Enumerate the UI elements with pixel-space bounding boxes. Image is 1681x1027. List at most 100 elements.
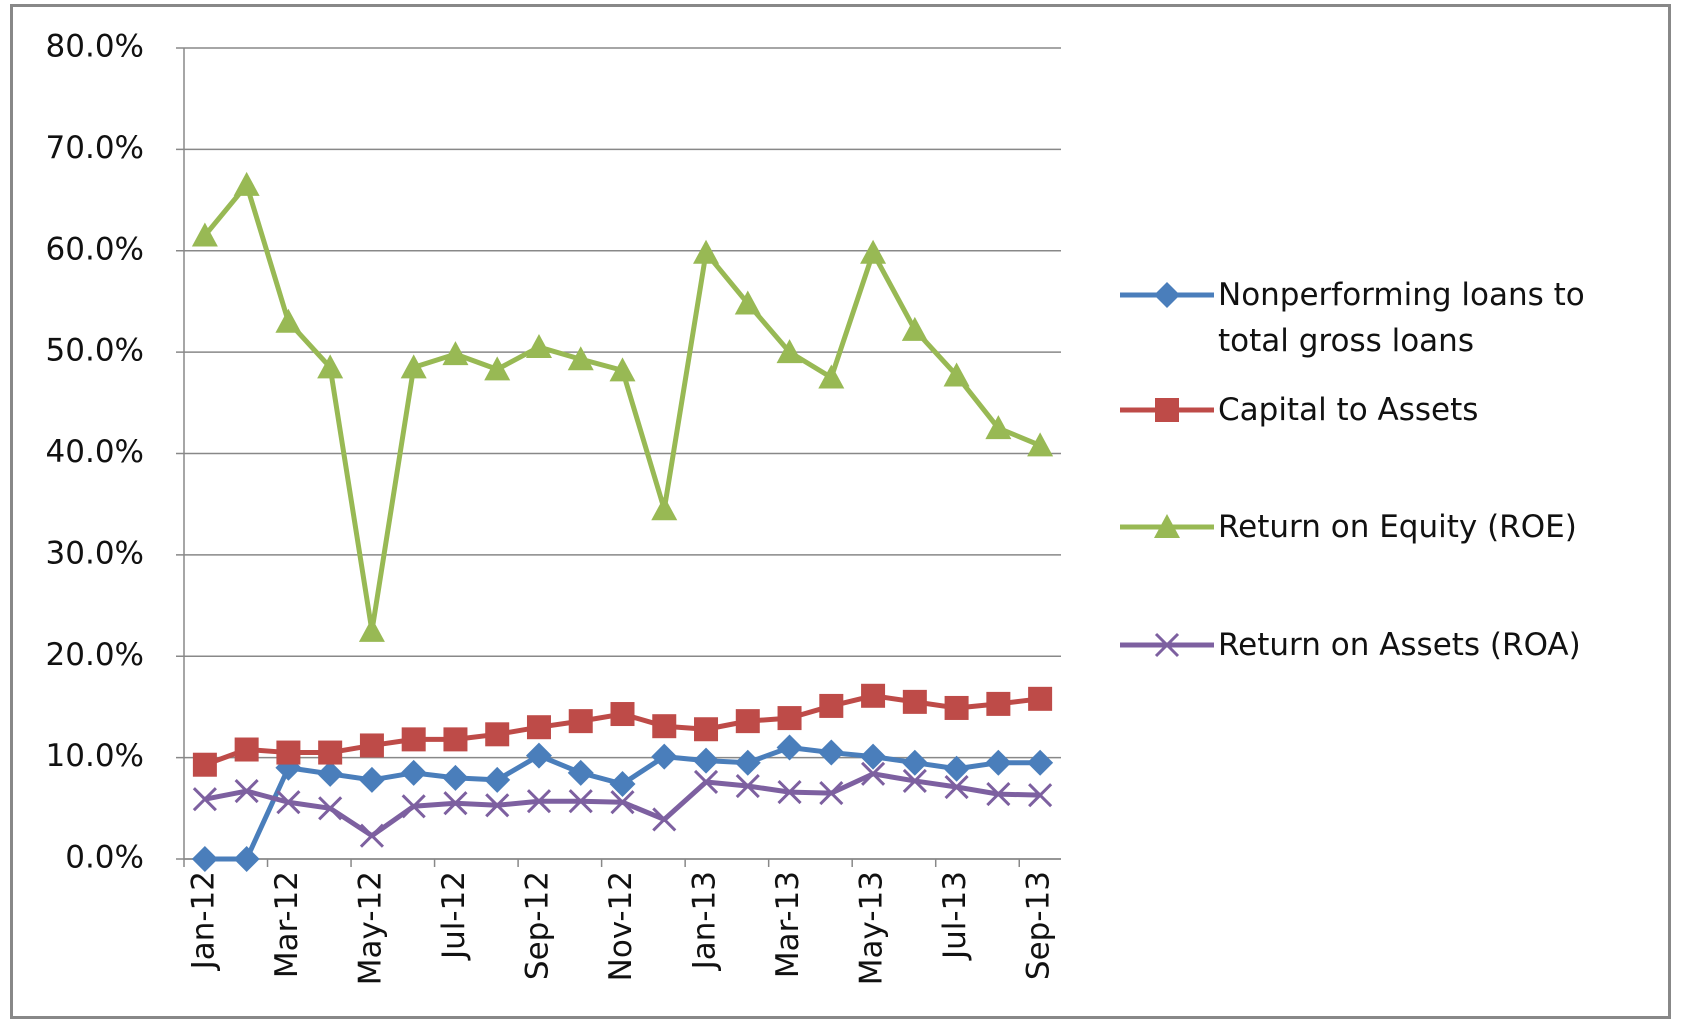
y-tick-label: 10.0%: [46, 738, 144, 774]
marker: [1028, 686, 1053, 711]
legend-item: Return on Equity (ROE): [1120, 509, 1638, 550]
x-tick-label: May-12: [352, 871, 388, 985]
marker: [1154, 282, 1180, 308]
x-tick-label: Jan-12: [185, 871, 221, 971]
marker: [861, 683, 886, 708]
marker: [442, 764, 469, 791]
marker: [1027, 432, 1054, 457]
y-tick-label: 80.0%: [46, 29, 144, 65]
legend-label: Capital to Assets: [1218, 392, 1479, 428]
marker: [525, 742, 552, 769]
legend-swatch: [1120, 282, 1214, 308]
legend-label: Return on Assets (ROA): [1218, 627, 1581, 663]
marker: [318, 796, 343, 821]
x-tick-label: Sep-13: [1021, 871, 1057, 980]
marker: [317, 354, 344, 379]
marker: [234, 779, 259, 804]
legend-label: Nonperforming loans to total gross loans: [1218, 277, 1585, 359]
marker: [525, 334, 552, 359]
marker: [1154, 632, 1180, 658]
marker: [901, 749, 928, 776]
chart-frame: [10, 4, 1671, 1019]
marker: [317, 760, 344, 787]
marker: [485, 722, 510, 747]
marker: [902, 768, 927, 794]
x-tick-label: Jul-13: [937, 871, 973, 961]
marker: [861, 761, 886, 786]
marker: [485, 793, 510, 818]
marker: [818, 739, 845, 766]
marker: [986, 691, 1011, 716]
marker: [944, 695, 969, 720]
marker: [651, 496, 678, 521]
marker: [1027, 749, 1054, 776]
legend-item: Return on Assets (ROA): [1120, 627, 1638, 668]
marker: [358, 766, 385, 793]
y-tick-label: 70.0%: [46, 130, 144, 166]
marker: [191, 846, 218, 872]
marker: [1154, 514, 1180, 538]
marker: [777, 706, 802, 731]
marker: [776, 339, 803, 364]
legend-item: Capital to Assets: [1120, 392, 1638, 433]
marker: [860, 239, 887, 264]
marker: [652, 807, 677, 832]
marker: [902, 689, 927, 714]
y-tick-label: 40.0%: [46, 434, 144, 470]
x-tick-label: May-13: [854, 871, 890, 985]
y-tick-label: 30.0%: [46, 535, 144, 571]
marker: [777, 780, 802, 805]
y-tick-label: 0.0%: [65, 840, 144, 876]
marker: [526, 789, 552, 814]
marker: [776, 734, 803, 761]
marker: [901, 316, 928, 341]
marker: [443, 791, 468, 816]
marker: [943, 362, 970, 387]
legend-label: Return on Equity (ROE): [1218, 509, 1577, 545]
marker: [318, 740, 343, 765]
x-tick-label: Jul-12: [436, 871, 472, 961]
marker: [276, 740, 301, 765]
marker: [651, 743, 678, 770]
marker: [610, 702, 635, 727]
marker: [192, 752, 217, 777]
marker: [484, 766, 511, 793]
marker: [693, 747, 720, 774]
marker: [233, 846, 260, 872]
marker: [359, 733, 384, 758]
y-tick-label: 20.0%: [46, 637, 144, 673]
marker: [526, 715, 551, 740]
marker: [734, 290, 761, 315]
marker: [819, 781, 844, 806]
x-tick-label: Jan-13: [687, 871, 723, 971]
marker: [693, 769, 719, 795]
marker: [1155, 398, 1179, 422]
marker: [275, 308, 302, 333]
marker: [694, 717, 719, 742]
x-tick-label: Sep-12: [519, 871, 555, 980]
y-tick-label: 60.0%: [46, 231, 144, 267]
marker: [985, 415, 1012, 440]
marker: [1028, 783, 1053, 808]
legend-swatch: [1120, 514, 1214, 538]
marker: [986, 782, 1011, 807]
marker: [693, 239, 720, 264]
x-tick-label: Nov-12: [603, 871, 639, 981]
marker: [944, 774, 969, 800]
marker: [734, 749, 761, 776]
marker: [400, 354, 427, 379]
marker: [819, 693, 844, 718]
marker: [484, 356, 511, 381]
marker: [358, 617, 385, 642]
marker: [192, 787, 217, 812]
marker: [943, 755, 970, 782]
marker: [276, 790, 301, 815]
x-tick-label: Mar-12: [269, 871, 305, 978]
series-line: [202, 182, 1042, 634]
marker: [567, 759, 594, 786]
marker: [735, 709, 760, 734]
marker: [400, 759, 427, 786]
marker: [401, 727, 426, 752]
marker: [568, 709, 593, 734]
